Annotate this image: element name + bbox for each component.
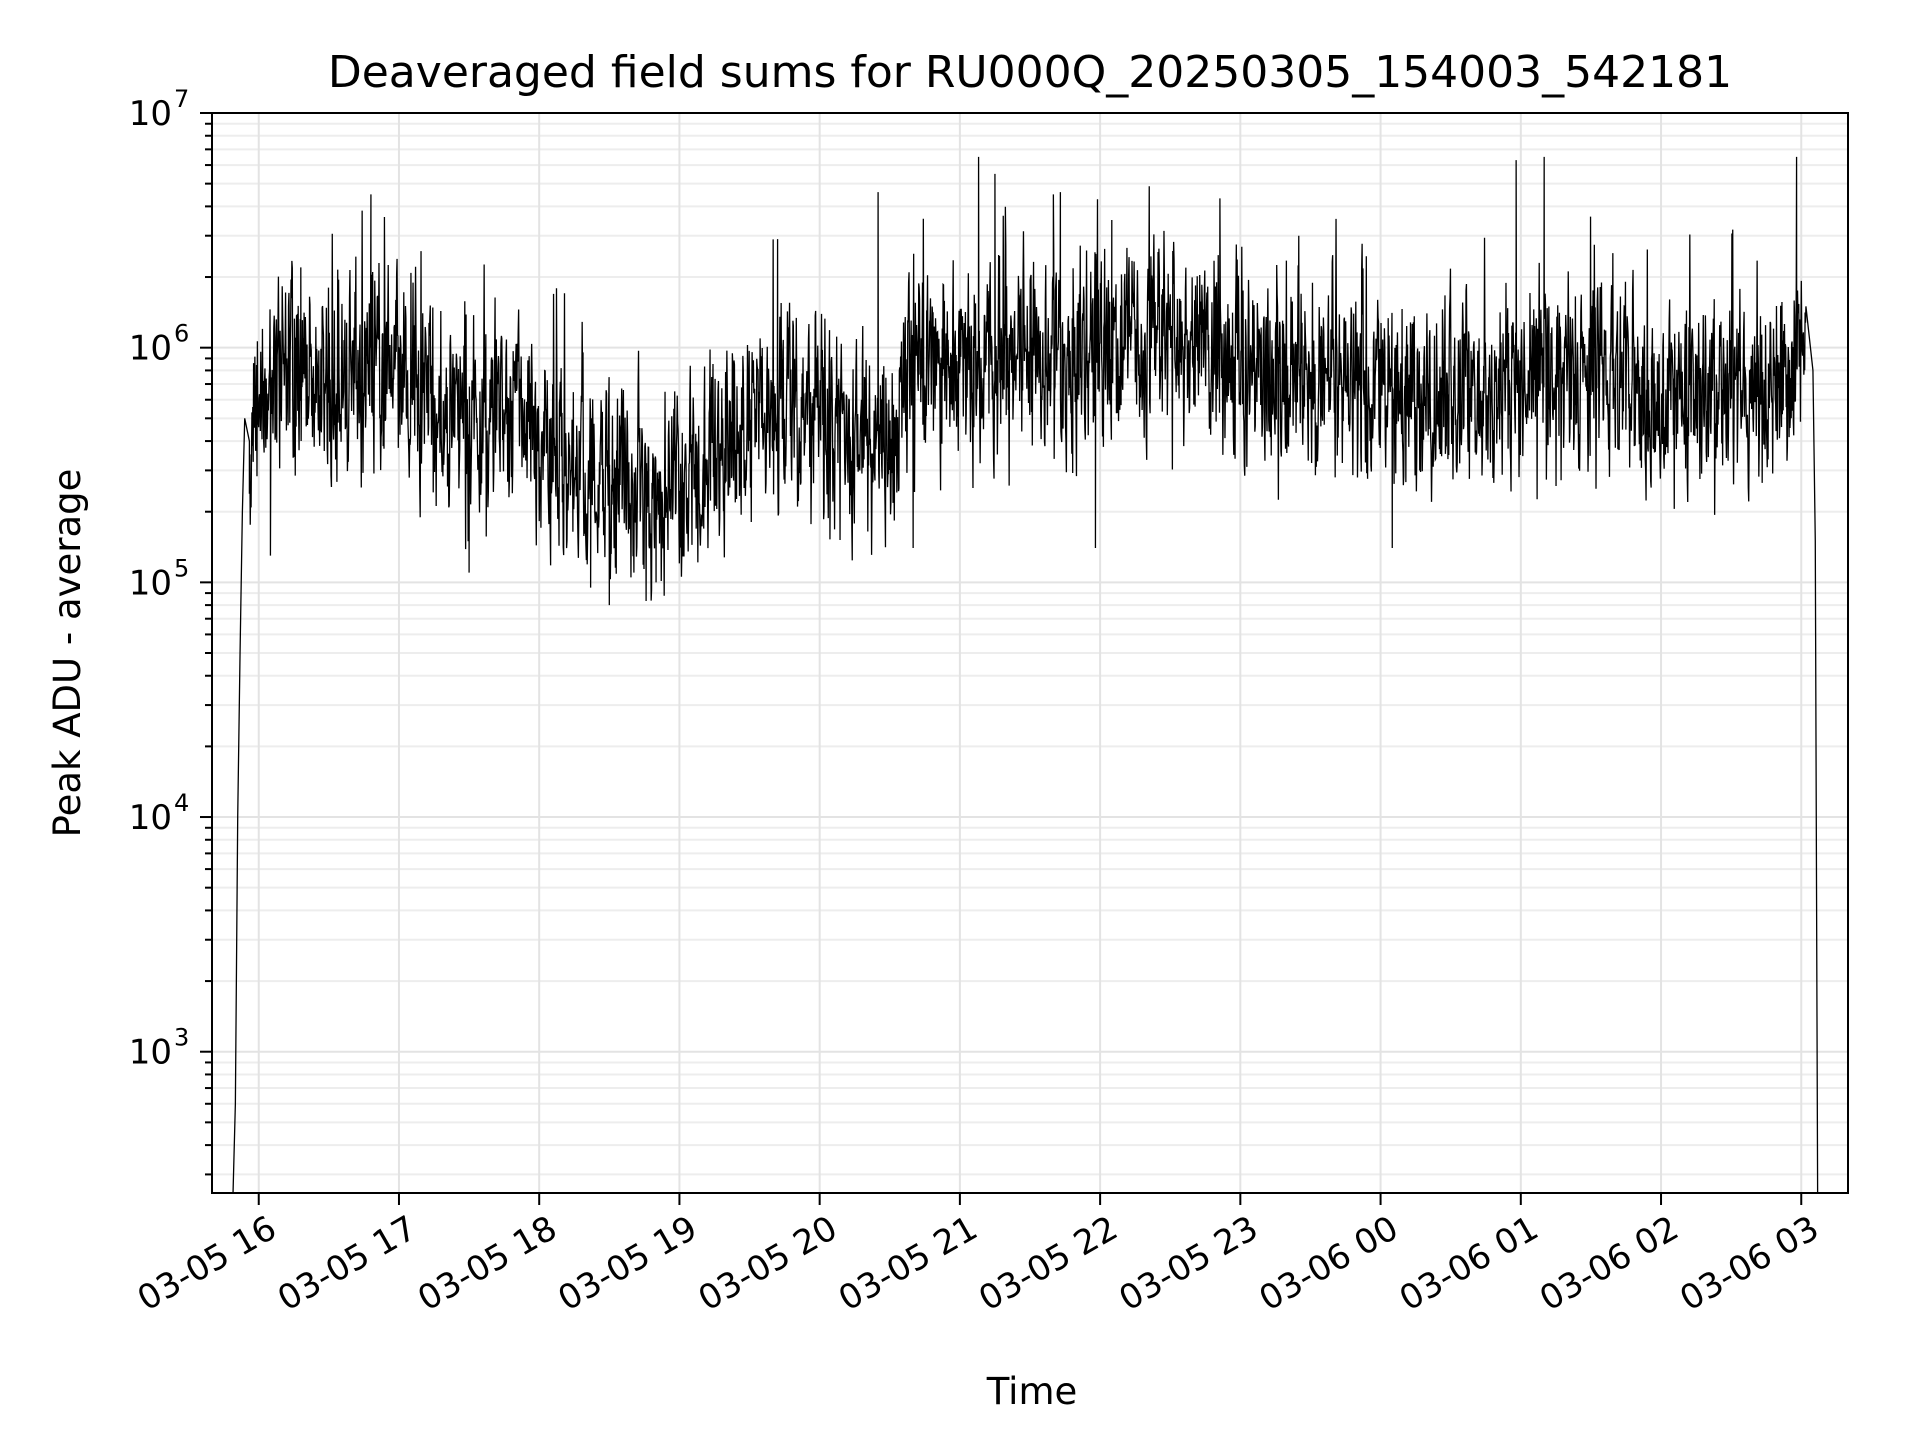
y-tick-label: 10 [129,94,172,134]
y-tick-label: 10 [129,798,172,838]
y-tick-exponent: 5 [174,554,189,582]
series-layer [232,156,1819,1194]
y-tick-exponent: 4 [174,789,189,817]
y-axis-label: Peak ADU - average [46,469,89,838]
y-tick-exponent: 3 [174,1024,189,1052]
y-tick-label: 10 [129,563,172,603]
y-tick-label: 10 [129,1033,172,1073]
series-line [232,156,1819,1194]
chart-title: Deaveraged field sums for RU000Q_2025030… [328,47,1732,98]
y-tick-label: 10 [129,329,172,369]
y-tick-exponent: 6 [174,320,189,348]
x-axis-label: Time [986,1370,1078,1413]
y-tick-exponent: 7 [174,85,189,113]
